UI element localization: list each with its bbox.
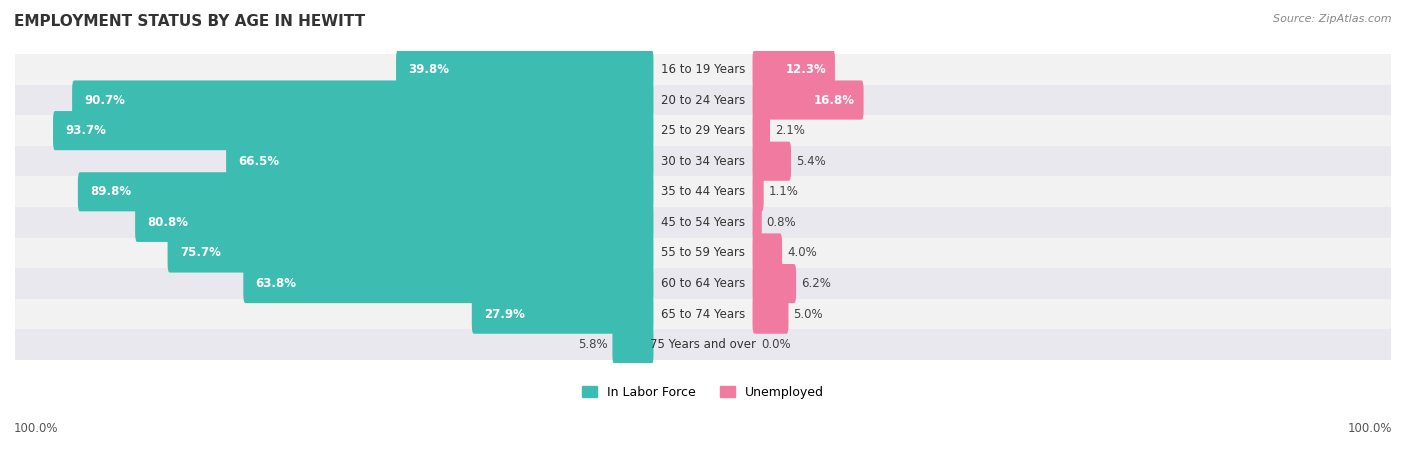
FancyBboxPatch shape [752, 295, 789, 334]
Bar [15, 176, 1391, 207]
FancyBboxPatch shape [226, 142, 654, 181]
Bar [15, 54, 1391, 85]
FancyBboxPatch shape [472, 295, 654, 334]
FancyBboxPatch shape [613, 325, 654, 364]
FancyBboxPatch shape [243, 264, 654, 303]
Text: 90.7%: 90.7% [84, 93, 125, 106]
Text: 5.8%: 5.8% [578, 338, 607, 351]
Text: 35 to 44 Years: 35 to 44 Years [661, 185, 745, 198]
FancyBboxPatch shape [167, 234, 654, 272]
Text: 60 to 64 Years: 60 to 64 Years [661, 277, 745, 290]
Text: 16.8%: 16.8% [814, 93, 855, 106]
Bar [15, 329, 1391, 360]
FancyBboxPatch shape [752, 264, 796, 303]
Text: 63.8%: 63.8% [256, 277, 297, 290]
Text: 66.5%: 66.5% [239, 155, 280, 168]
Text: 5.0%: 5.0% [793, 308, 823, 321]
FancyBboxPatch shape [135, 203, 654, 242]
FancyBboxPatch shape [752, 50, 835, 89]
Bar [15, 268, 1391, 299]
Text: 93.7%: 93.7% [66, 124, 107, 137]
Bar [15, 85, 1391, 115]
Text: 4.0%: 4.0% [787, 247, 817, 259]
Bar [15, 146, 1391, 176]
Text: 27.9%: 27.9% [484, 308, 524, 321]
FancyBboxPatch shape [752, 111, 770, 150]
Bar [15, 115, 1391, 146]
Text: 75 Years and over: 75 Years and over [650, 338, 756, 351]
FancyBboxPatch shape [752, 203, 762, 242]
FancyBboxPatch shape [396, 50, 654, 89]
Text: 39.8%: 39.8% [408, 63, 450, 76]
FancyBboxPatch shape [752, 80, 863, 120]
Text: 5.4%: 5.4% [796, 155, 825, 168]
Text: 100.0%: 100.0% [14, 422, 59, 435]
Text: 2.1%: 2.1% [775, 124, 804, 137]
Text: 20 to 24 Years: 20 to 24 Years [661, 93, 745, 106]
Text: 16 to 19 Years: 16 to 19 Years [661, 63, 745, 76]
Text: EMPLOYMENT STATUS BY AGE IN HEWITT: EMPLOYMENT STATUS BY AGE IN HEWITT [14, 14, 366, 28]
FancyBboxPatch shape [752, 172, 763, 212]
FancyBboxPatch shape [77, 172, 654, 212]
Bar [15, 207, 1391, 238]
FancyBboxPatch shape [53, 111, 654, 150]
Text: 12.3%: 12.3% [785, 63, 825, 76]
Text: 75.7%: 75.7% [180, 247, 221, 259]
Text: 0.8%: 0.8% [766, 216, 796, 229]
Text: 30 to 34 Years: 30 to 34 Years [661, 155, 745, 168]
Bar [15, 299, 1391, 329]
FancyBboxPatch shape [72, 80, 654, 120]
Text: 45 to 54 Years: 45 to 54 Years [661, 216, 745, 229]
Text: 0.0%: 0.0% [762, 338, 792, 351]
Text: 89.8%: 89.8% [90, 185, 131, 198]
Text: 1.1%: 1.1% [769, 185, 799, 198]
Legend: In Labor Force, Unemployed: In Labor Force, Unemployed [576, 381, 830, 404]
FancyBboxPatch shape [752, 234, 782, 272]
Text: 65 to 74 Years: 65 to 74 Years [661, 308, 745, 321]
Text: 6.2%: 6.2% [801, 277, 831, 290]
Text: 25 to 29 Years: 25 to 29 Years [661, 124, 745, 137]
Text: 100.0%: 100.0% [1347, 422, 1392, 435]
Text: 55 to 59 Years: 55 to 59 Years [661, 247, 745, 259]
Text: 80.8%: 80.8% [148, 216, 188, 229]
Text: Source: ZipAtlas.com: Source: ZipAtlas.com [1274, 14, 1392, 23]
FancyBboxPatch shape [752, 142, 792, 181]
Bar [15, 238, 1391, 268]
